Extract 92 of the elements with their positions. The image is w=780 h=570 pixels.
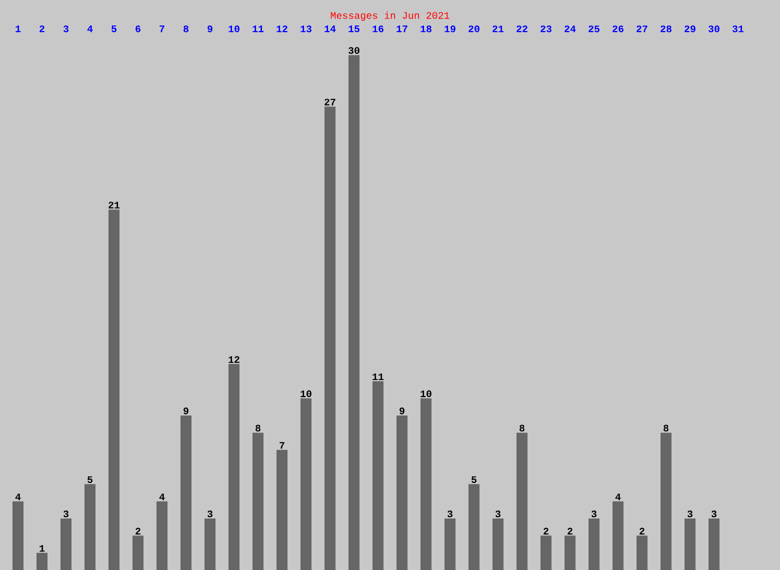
data-label: 11 bbox=[372, 373, 384, 380]
data-label: 5 bbox=[88, 476, 92, 483]
x-tick-label: 15 bbox=[348, 26, 360, 32]
chart-title: Messages in Jun 2021 bbox=[330, 12, 450, 21]
x-tick-label: 17 bbox=[396, 26, 408, 32]
bar bbox=[36, 552, 48, 570]
data-label: 3 bbox=[687, 510, 692, 518]
bar bbox=[468, 484, 480, 570]
data-label: 7 bbox=[280, 442, 284, 449]
x-tick-label: 30 bbox=[708, 26, 720, 32]
data-label: 1 bbox=[40, 545, 45, 552]
data-label: 3 bbox=[447, 510, 452, 518]
x-tick-label: 29 bbox=[684, 26, 696, 32]
data-label: 12 bbox=[228, 356, 240, 363]
bar bbox=[60, 518, 72, 570]
x-tick-label: 31 bbox=[732, 26, 744, 32]
x-tick-label: 16 bbox=[372, 26, 384, 32]
data-label: 30 bbox=[348, 47, 360, 54]
x-tick-label: 20 bbox=[468, 26, 480, 32]
x-tick-label: 5 bbox=[112, 26, 116, 32]
data-label: 9 bbox=[400, 408, 404, 414]
data-label: 10 bbox=[300, 390, 312, 398]
x-tick-label: 18 bbox=[420, 26, 432, 32]
x-tick-label: 10 bbox=[228, 26, 240, 32]
bar bbox=[636, 536, 648, 570]
data-label: 2 bbox=[544, 528, 548, 534]
bar bbox=[564, 536, 576, 570]
bar bbox=[132, 536, 144, 570]
bar bbox=[228, 364, 240, 570]
x-tick-label: 23 bbox=[540, 26, 552, 32]
x-tick-label: 26 bbox=[612, 26, 624, 32]
bar bbox=[684, 518, 696, 570]
x-tick-label: 3 bbox=[63, 26, 68, 32]
bar bbox=[276, 450, 288, 570]
data-label: 3 bbox=[711, 510, 716, 518]
data-label: 9 bbox=[184, 408, 188, 414]
data-label: 8 bbox=[256, 424, 260, 432]
data-label: 2 bbox=[568, 528, 572, 534]
bar bbox=[180, 416, 192, 570]
bar bbox=[660, 432, 672, 570]
data-label: 8 bbox=[664, 424, 668, 432]
x-tick-label: 4 bbox=[87, 26, 93, 32]
bar bbox=[108, 210, 120, 570]
x-tick-label: 9 bbox=[208, 26, 212, 32]
bar bbox=[12, 501, 24, 570]
x-tick-label: 28 bbox=[660, 26, 672, 32]
bar bbox=[252, 432, 264, 570]
data-label: 3 bbox=[207, 510, 212, 518]
data-label: 27 bbox=[324, 98, 336, 106]
bar bbox=[84, 484, 96, 570]
data-label: 4 bbox=[615, 494, 621, 500]
x-tick-label: 11 bbox=[252, 26, 264, 32]
bar bbox=[324, 106, 336, 570]
x-tick-label: 21 bbox=[492, 26, 504, 32]
x-tick-label: 7 bbox=[160, 26, 164, 32]
bar bbox=[444, 518, 456, 570]
bar bbox=[156, 501, 168, 570]
x-tick-label: 14 bbox=[324, 26, 336, 32]
x-tick-label: 8 bbox=[184, 26, 188, 32]
x-tick-label: 6 bbox=[136, 26, 140, 32]
data-label: 21 bbox=[108, 202, 120, 208]
x-tick-label: 1 bbox=[16, 26, 21, 32]
data-label: 4 bbox=[15, 494, 21, 500]
bar bbox=[348, 55, 360, 570]
data-label: 3 bbox=[63, 510, 68, 518]
x-tick-label: 27 bbox=[636, 26, 648, 32]
data-label: 8 bbox=[520, 424, 524, 432]
data-label: 4 bbox=[159, 494, 165, 500]
x-tick-label: 2 bbox=[40, 26, 44, 32]
data-label: 5 bbox=[472, 476, 476, 483]
bar bbox=[612, 501, 624, 570]
bar bbox=[300, 398, 312, 570]
data-label: 3 bbox=[495, 510, 500, 518]
bar bbox=[420, 398, 432, 570]
bar bbox=[516, 432, 528, 570]
bar bbox=[204, 518, 216, 570]
data-label: 3 bbox=[591, 510, 596, 518]
bar bbox=[492, 518, 504, 570]
data-label: 2 bbox=[136, 528, 140, 534]
x-tick-label: 22 bbox=[516, 26, 528, 32]
bar bbox=[588, 518, 600, 570]
data-label: 2 bbox=[640, 528, 644, 534]
x-tick-label: 24 bbox=[564, 26, 576, 32]
x-tick-label: 19 bbox=[444, 26, 456, 32]
bar bbox=[372, 381, 384, 570]
bar bbox=[708, 518, 720, 570]
bar bbox=[396, 416, 408, 570]
x-tick-label: 12 bbox=[276, 26, 288, 32]
bar bbox=[540, 536, 552, 570]
x-tick-label: 13 bbox=[300, 26, 312, 32]
x-tick-label: 25 bbox=[588, 26, 600, 32]
data-label: 10 bbox=[420, 390, 432, 398]
